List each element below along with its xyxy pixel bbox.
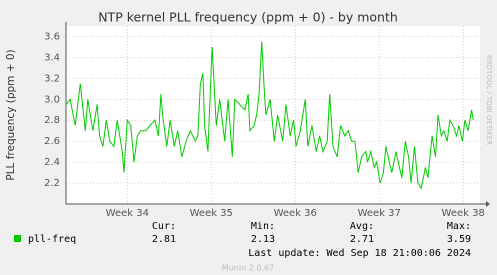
stat-value: 2.71 bbox=[350, 234, 374, 245]
y-tick-label: 2.8 bbox=[44, 115, 60, 126]
legend-swatch bbox=[14, 235, 21, 242]
axis-arrow bbox=[486, 201, 490, 207]
y-tick-label: 2.4 bbox=[44, 157, 60, 168]
stat-header: Cur: bbox=[152, 221, 176, 232]
stat-header: Avg: bbox=[350, 221, 374, 232]
side-label: RRDTOOL / TOBI OETIKER bbox=[485, 55, 493, 145]
stat-header: Max: bbox=[447, 221, 471, 232]
x-tick-label: Week 37 bbox=[358, 208, 401, 219]
y-axis-label: PLL frequency (ppm + 0) bbox=[5, 49, 17, 180]
stat-header: Min: bbox=[251, 221, 275, 232]
x-tick-label: Week 35 bbox=[190, 208, 233, 219]
footer: Munin 2.0.67 bbox=[222, 264, 274, 273]
x-tick-label: Week 36 bbox=[274, 208, 317, 219]
y-tick-label: 3.6 bbox=[44, 31, 60, 42]
plot-area bbox=[66, 26, 480, 204]
y-tick-label: 2.2 bbox=[44, 178, 60, 189]
y-tick-label: 3.0 bbox=[44, 94, 60, 105]
series-line bbox=[65, 41, 474, 190]
stat-value: 2.81 bbox=[152, 234, 176, 245]
y-tick-label: 3.4 bbox=[44, 52, 60, 63]
x-tick-label: Week 38 bbox=[442, 208, 485, 219]
legend-label: pll-freq bbox=[28, 234, 76, 245]
y-tick-label: 3.2 bbox=[44, 73, 60, 84]
x-tick-label: Week 34 bbox=[106, 208, 149, 219]
y-tick-label: 2.6 bbox=[44, 136, 60, 147]
stat-value: 2.13 bbox=[251, 234, 275, 245]
stat-value: 3.59 bbox=[447, 234, 471, 245]
chart-title: NTP kernel PLL frequency (ppm + 0) - by … bbox=[98, 10, 398, 25]
last-update: Last update: Wed Sep 18 21:00:06 2024 bbox=[248, 248, 471, 259]
